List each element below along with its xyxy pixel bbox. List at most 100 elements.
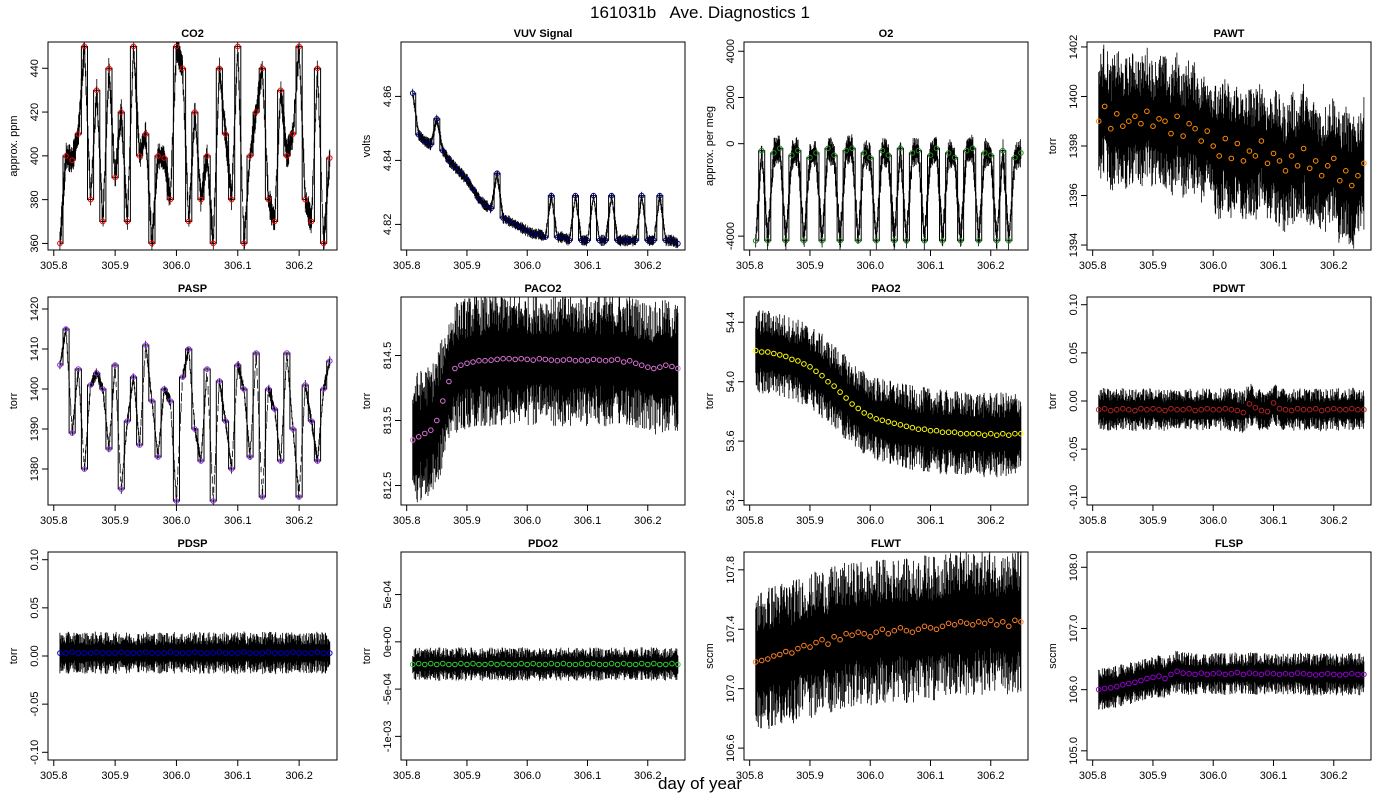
chart-paco2-point	[428, 427, 434, 434]
chart-pawt-point	[1180, 133, 1186, 139]
chart-flsp-point	[1337, 672, 1343, 678]
chart-co2-xtick-label: 306.0	[163, 260, 191, 272]
chart-paco2-point	[608, 357, 615, 363]
chart-pdo2-ylabel: torr	[361, 647, 373, 664]
chart-flwt-point	[813, 639, 819, 646]
chart-flwt-panel: FLWT sccm 305.8 305.9 306.0 306.1 306.2 106.6 10…	[704, 538, 1029, 782]
chart-flwt-point	[969, 622, 976, 628]
chart-vuv-point	[482, 202, 488, 208]
chart-flwt-point	[1018, 619, 1024, 625]
chart-pasp-point	[277, 458, 284, 464]
chart-paco2-point	[584, 357, 591, 364]
chart-o2-point	[969, 145, 976, 152]
chart-pawt-noise-band	[1098, 44, 1365, 249]
chart-pao2-point	[765, 349, 771, 355]
chart-pao2-point	[861, 410, 868, 416]
chart-pdwt-point	[1156, 406, 1162, 413]
chart-flwt-plot-area	[752, 552, 1024, 729]
chart-pdo2-point	[524, 661, 531, 668]
chart-o2-ytick-label: -4000	[725, 222, 737, 250]
chart-flwt-point	[771, 653, 777, 659]
chart-paco2-point	[440, 398, 446, 404]
chart-flsp-xtick-label: 305.9	[1139, 770, 1167, 782]
chart-co2-plot-area	[57, 42, 333, 250]
chart-pdsp-ylabel: torr	[8, 647, 20, 664]
chart-pdo2-ytick-label: 5e-04	[382, 580, 394, 608]
chart-pao2-ytick-label: 53.6	[725, 430, 737, 451]
chart-pdwt-point	[1204, 405, 1210, 412]
chart-pdo2-title: PDO2	[528, 538, 558, 550]
chart-pdwt-point	[1312, 405, 1319, 412]
chart-flsp-xtick-label: 306.0	[1199, 770, 1227, 782]
chart-vuv-point	[470, 186, 476, 192]
chart-pdsp-point	[216, 649, 223, 655]
chart-vuv-point	[452, 164, 458, 170]
chart-flwt-xtick-label: 306.2	[977, 770, 1005, 782]
chart-vuv-point	[518, 224, 525, 231]
chart-pasp-point	[296, 494, 302, 500]
chart-vuv-point	[572, 192, 579, 199]
chart-pawt-point	[1300, 145, 1307, 152]
chart-flwt-point	[807, 644, 813, 650]
chart-pdsp-point	[308, 650, 315, 656]
chart-flsp-point	[1132, 679, 1138, 686]
chart-flwt-point	[891, 627, 898, 634]
chart-pao2-point	[981, 432, 988, 439]
chart-pdsp-point	[75, 650, 82, 656]
chart-pasp-point	[112, 362, 118, 368]
chart-pasp-point	[130, 374, 137, 380]
chart-vuv-point	[476, 196, 482, 202]
chart-flwt-trace	[755, 619, 1021, 663]
chart-pdwt-point	[1174, 406, 1180, 413]
chart-pdwt-ylabel: torr	[1047, 392, 1059, 409]
chart-pao2-point	[879, 417, 886, 424]
chart-paco2-point	[536, 355, 543, 362]
chart-flwt-ytick-label: 107.8	[725, 556, 737, 584]
chart-pao2-point	[1006, 432, 1012, 439]
chart-pdsp-point	[235, 650, 241, 656]
chart-pdo2-point	[458, 660, 464, 667]
chart-pdwt-point	[1270, 400, 1277, 406]
chart-flwt-point	[867, 633, 874, 640]
chart-pdsp-point	[185, 650, 192, 656]
chart-pdo2-point	[482, 661, 488, 668]
chart-vuv-point	[554, 234, 561, 240]
chart-o2-plot-area	[752, 134, 1024, 250]
chart-flsp-point	[1318, 671, 1325, 678]
chart-pdsp-point	[271, 650, 278, 656]
chart-o2-point	[945, 150, 952, 156]
chart-pasp-point	[155, 454, 161, 460]
chart-pdsp-point	[302, 650, 309, 656]
chart-flsp-point	[1216, 670, 1222, 676]
chart-pasp-ytick-label: 1420	[29, 297, 41, 321]
chart-pdo2-point	[651, 660, 657, 667]
chart-o2-point	[921, 238, 928, 244]
chart-flsp-plot-area	[1095, 650, 1367, 710]
chart-pao2-point	[939, 429, 946, 436]
chart-flsp-point	[1120, 682, 1126, 688]
chart-pdo2-point	[626, 661, 633, 668]
chart-pao2-point	[909, 424, 916, 431]
chart-pawt-point	[1192, 125, 1198, 132]
chart-pdo2-point	[554, 661, 561, 668]
chart-pasp-point	[136, 442, 143, 448]
chart-pdwt-xtick-label: 305.9	[1139, 515, 1167, 527]
chart-pdo2-point	[488, 660, 494, 667]
chart-flsp-ylabel: sccm	[1047, 643, 1059, 669]
chart-vuv-xtick-label: 306.1	[574, 260, 602, 272]
chart-vuv-point	[663, 237, 669, 244]
chart-paco2-point	[458, 362, 464, 369]
chart-co2-point	[75, 131, 82, 137]
chart-pao2-point	[951, 429, 958, 436]
chart-pasp-point	[216, 378, 223, 384]
chart-pao2-point	[849, 401, 855, 407]
chart-pawt-point	[1174, 113, 1180, 120]
chart-vuv-point	[584, 237, 591, 244]
chart-o2-point	[752, 238, 759, 244]
chart-pawt-point	[1276, 158, 1283, 164]
chart-pdwt-xtick-label: 306.2	[1320, 515, 1348, 527]
chart-pdwt-point	[1361, 406, 1367, 413]
chart-o2-title: O2	[879, 28, 894, 40]
chart-pao2-point	[1018, 430, 1024, 437]
chart-pao2-point	[921, 426, 928, 433]
